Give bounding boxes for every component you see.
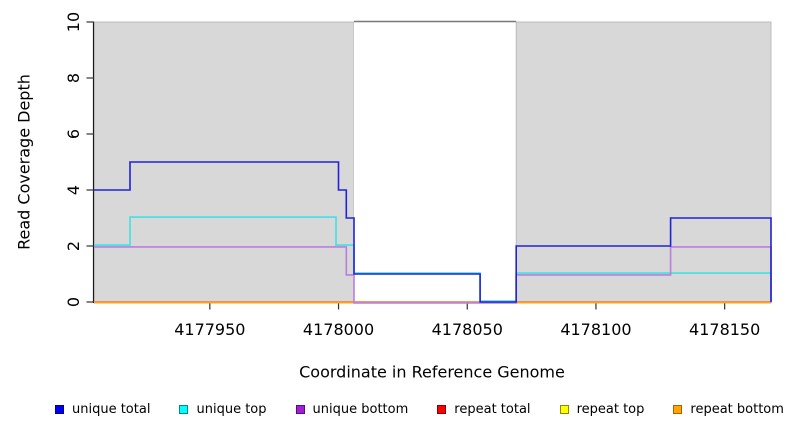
legend-swatch-repeat-total	[437, 404, 447, 414]
x-tick-label: 4178150	[689, 320, 760, 339]
x-axis-title: Coordinate in Reference Genome	[299, 362, 565, 382]
legend: unique total unique top unique bottom repea…	[55, 399, 784, 419]
y-tick-label: 2	[64, 241, 83, 251]
legend-item-repeat-bottom: repeat bottom	[673, 402, 784, 417]
legend-label-repeat-total: repeat total	[454, 401, 531, 417]
region-unique-region-right	[515, 21, 772, 303]
region-repeat-region	[354, 22, 517, 302]
legend-item-repeat-total: repeat total	[437, 401, 531, 417]
coverage-chart-svg: 4177950 4178000 4178050 4178100 4178150 0 2 4 6 8…	[64, 12, 772, 339]
x-tick-label: 4177950	[174, 320, 245, 339]
y-axis-title: Read Coverage Depth	[14, 74, 34, 250]
y-tick-label: 0	[64, 297, 83, 307]
legend-swatch-unique-total	[55, 404, 64, 414]
legend-swatch-unique-top	[179, 404, 189, 414]
legend-label-repeat-top: repeat top	[576, 401, 645, 417]
legend-label-repeat-bottom: repeat bottom	[690, 401, 784, 417]
legend-swatch-repeat-top	[559, 404, 569, 414]
series-line-unique-total	[94, 161, 772, 303]
y-tick-label: 10	[64, 12, 83, 32]
y-tick-label: 8	[64, 73, 83, 83]
series-line-unique-bottom	[94, 246, 772, 304]
legend-label-unique-top: unique top	[196, 401, 267, 417]
y-tick-label: 6	[64, 129, 83, 139]
legend-swatch-repeat-bottom	[673, 404, 683, 414]
legend-item-unique-total: unique total	[55, 402, 150, 417]
legend-label-unique-bottom: unique bottom	[312, 401, 409, 417]
legend-label-unique-total: unique total	[72, 401, 151, 417]
legend-swatch-unique-bottom	[295, 404, 305, 414]
legend-item-repeat-top: repeat top	[559, 401, 645, 417]
legend-item-unique-bottom: unique bottom	[295, 401, 409, 417]
x-tick-label: 4178000	[303, 320, 374, 339]
x-tick-label: 4178050	[432, 320, 503, 339]
legend-item-unique-top: unique top	[179, 401, 267, 417]
x-tick-label: 4178100	[560, 320, 631, 339]
y-tick-label: 4	[64, 185, 83, 195]
